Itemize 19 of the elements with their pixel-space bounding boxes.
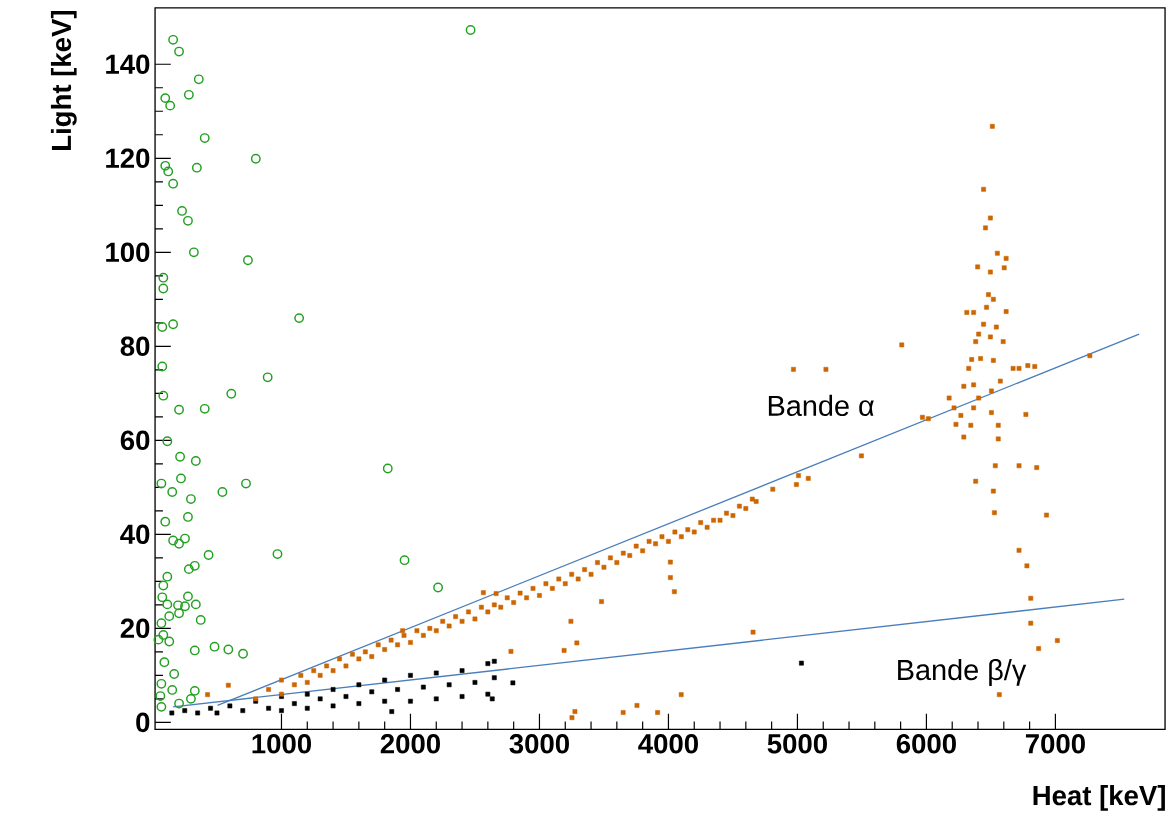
annotation: Bande α <box>768 394 874 417</box>
y-tick-label: 100 <box>106 242 150 263</box>
y-tick-label: 80 <box>120 336 150 357</box>
annotation: Bande β/γ <box>898 658 1027 686</box>
x-tick-label: 7000 <box>1025 734 1085 754</box>
x-axis-title: Heat [keV] <box>1033 785 1165 811</box>
y-tick-label: 140 <box>106 54 150 74</box>
y-tick-label: 60 <box>120 430 150 451</box>
y-tick-label: 20 <box>120 618 150 639</box>
y-tick-label: 40 <box>120 524 150 545</box>
x-tick-label: 1000 <box>252 734 311 754</box>
x-tick-label: 4000 <box>638 734 698 754</box>
x-tick-label: 3000 <box>509 734 569 754</box>
y-tick-label: 0 <box>136 712 150 733</box>
x-tick-label: 2000 <box>380 734 440 754</box>
x-tick-label: 5000 <box>767 734 827 754</box>
y-axis-title: Light [keV] <box>50 10 77 150</box>
x-tick-label: 6000 <box>896 734 956 754</box>
y-tick-label: 120 <box>106 148 150 169</box>
